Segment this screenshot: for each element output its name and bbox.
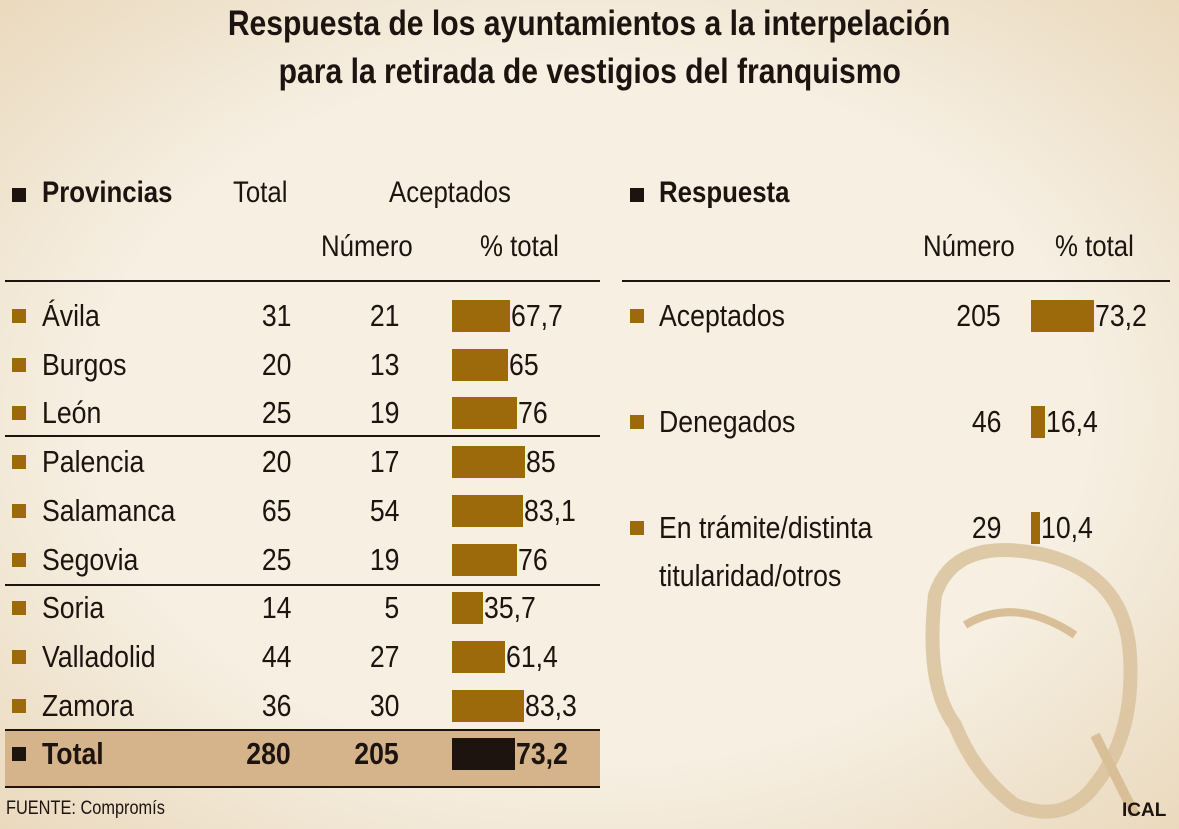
respuesta-numero: 205: [956, 298, 1001, 333]
credit-ical: ICAL: [1122, 800, 1167, 821]
respuesta-pct-bar: [1031, 512, 1040, 544]
pct-value: 67,7: [511, 298, 564, 333]
row-bullet-icon: [630, 521, 644, 535]
pct-value: 61,4: [505, 638, 558, 674]
respuesta-pct-value: 16,4: [1046, 404, 1098, 439]
province-total: 25: [261, 541, 291, 577]
franco-portrait-illustration: [925, 543, 1140, 819]
pct-value: 83,3: [524, 687, 577, 723]
chart-title: Respuesta de los ayuntamientos a la inte…: [0, 0, 1179, 96]
row-bullet-icon: [12, 309, 26, 323]
respuesta-pct-value: 73,2: [1094, 298, 1147, 333]
heading-square-icon: [12, 188, 26, 202]
province-numero: 205: [354, 736, 399, 772]
province-name: León: [42, 395, 102, 431]
pct-value: 76: [518, 541, 549, 577]
province-numero: 30: [369, 687, 399, 723]
respuesta-name-line2: titularidad/otros: [659, 558, 842, 593]
respuesta-heading: Respuesta: [659, 176, 790, 209]
divider: [622, 280, 1170, 282]
pct-bar: [452, 689, 524, 722]
pct-bar: [452, 446, 526, 479]
provincias-heading: Provincias: [42, 176, 173, 209]
divider: [5, 786, 600, 788]
province-numero: 21: [369, 298, 399, 333]
pct-bar: [452, 738, 515, 771]
pct-bar: [452, 543, 518, 576]
province-numero: 19: [369, 541, 399, 577]
row-bullet-icon: [12, 747, 26, 762]
respuesta-pct-value: 10,4: [1040, 510, 1093, 545]
divider: [5, 729, 600, 731]
province-name: Zamora: [42, 687, 134, 723]
province-name: Ávila: [42, 298, 100, 333]
respuesta-numero: 29: [971, 510, 1001, 545]
province-total: 65: [261, 492, 291, 528]
province-total: 20: [261, 444, 291, 480]
pct-bar: [452, 300, 511, 332]
province-name: Salamanca: [42, 492, 176, 528]
province-total: 20: [261, 346, 291, 382]
row-bullet-icon: [12, 406, 26, 421]
respuesta-pct-bar: [1031, 406, 1046, 438]
pct-value: 85: [526, 444, 556, 480]
pct-col-header: % total: [480, 230, 559, 263]
title-line-1: Respuesta de los ayuntamientos a la inte…: [228, 4, 951, 43]
right-numero-col-header: Número: [923, 230, 1015, 263]
pct-bar: [452, 348, 508, 381]
province-name: Palencia: [42, 444, 145, 480]
divider: [5, 280, 600, 282]
respuesta-name: Aceptados: [659, 298, 785, 333]
row-bullet-icon: [12, 357, 26, 372]
province-numero: 19: [369, 395, 399, 431]
numero-col-header: Número: [321, 230, 413, 263]
province-numero: 17: [369, 444, 399, 480]
respuesta-pct-bar: [1031, 300, 1094, 332]
province-name: Total: [42, 736, 104, 772]
province-name: Burgos: [42, 346, 127, 382]
province-total: 280: [246, 736, 291, 772]
respuesta-name: En trámite/distinta: [659, 510, 873, 545]
heading-square-icon: [630, 188, 644, 202]
row-bullet-icon: [12, 455, 26, 470]
province-numero: 27: [369, 638, 399, 674]
row-bullet-icon: [630, 415, 644, 429]
row-bullet-icon: [12, 552, 26, 567]
province-name: Segovia: [42, 541, 139, 577]
pct-bar: [452, 592, 483, 625]
province-numero: 54: [369, 492, 399, 528]
respuesta-name: Denegados: [659, 404, 796, 439]
province-numero: 13: [369, 346, 399, 382]
province-total: 44: [261, 638, 291, 674]
source-note: FUENTE: Compromís: [6, 798, 165, 819]
title-line-2: para la retirada de vestigios del franqu…: [278, 52, 901, 91]
total-col-header: Total: [233, 176, 288, 209]
province-total: 36: [261, 687, 291, 723]
province-name: Soria: [42, 590, 105, 626]
row-bullet-icon: [12, 601, 26, 616]
divider: [5, 435, 600, 437]
row-bullet-icon: [12, 698, 26, 713]
aceptados-col-header: Aceptados: [389, 176, 511, 209]
pct-bar: [452, 494, 524, 527]
respuesta-numero: 46: [971, 404, 1001, 439]
pct-bar: [452, 397, 518, 430]
row-bullet-icon: [12, 503, 26, 518]
row-bullet-icon: [630, 309, 644, 323]
divider: [5, 584, 600, 586]
pct-value: 65: [508, 346, 539, 382]
province-name: Valladolid: [42, 638, 156, 674]
pct-bar: [452, 640, 505, 673]
province-numero: 5: [384, 590, 399, 626]
right-pct-col-header: % total: [1055, 230, 1134, 263]
province-total: 31: [261, 298, 291, 333]
pct-value: 73,2: [515, 736, 568, 772]
province-total: 25: [261, 395, 291, 431]
pct-value: 83,1: [524, 492, 577, 528]
row-bullet-icon: [12, 649, 26, 664]
pct-value: 76: [518, 395, 549, 431]
province-total: 14: [261, 590, 291, 626]
pct-value: 35,7: [483, 590, 536, 626]
